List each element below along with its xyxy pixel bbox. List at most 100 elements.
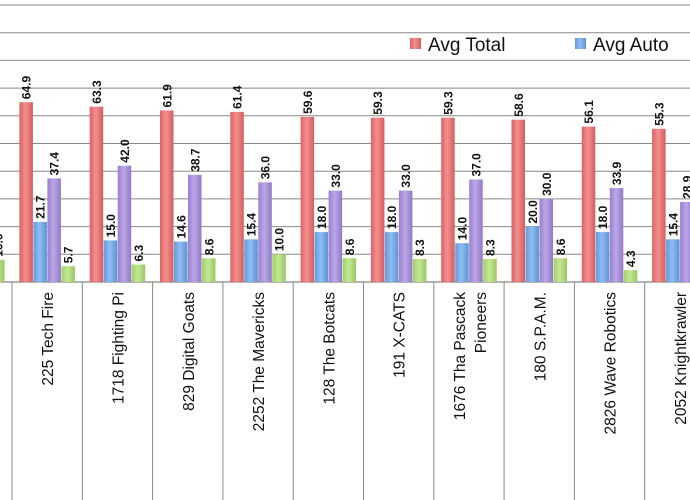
bar-avg-auto-128-the-botcats (314, 232, 329, 282)
bar-series-4-191-x-cats (412, 259, 427, 282)
data-label: 55.3 (652, 102, 666, 126)
category-label: 2052 Knightkrawler (673, 292, 690, 425)
data-label: 15.0 (104, 214, 118, 238)
category-label: 1718 Fighting Pi (110, 292, 127, 404)
category-label: 225 Tech Fire (40, 292, 57, 386)
data-label: 10.0 (0, 233, 5, 257)
bar-avg-auto-2252-the-mavericks (244, 239, 258, 282)
data-label: 30.0 (540, 172, 554, 196)
data-label: 8.3 (483, 239, 497, 256)
bar-avg-total-180-s-p-a-m (511, 119, 525, 282)
data-label: 14.6 (174, 215, 188, 239)
bar-series-3-128-the-botcats (328, 190, 343, 282)
category-label: 1676 Tha Pascack (452, 292, 469, 420)
legend: Avg Total Avg Auto (410, 35, 669, 56)
bar-series-4-1718-fighting-pi (131, 264, 146, 282)
data-label: 8.6 (554, 238, 568, 255)
bar-avg-auto-1676-tha-pascack-pioneers (455, 243, 469, 282)
category-label: 2252 The Mavericks (251, 292, 268, 432)
data-label: 18.0 (315, 205, 329, 229)
bar-series-3-2252-the-mavericks (258, 182, 272, 282)
data-label: 59.6 (301, 90, 315, 114)
data-label: 37.0 (469, 153, 483, 177)
data-label: 8.6 (343, 238, 357, 255)
data-label: 33.0 (399, 164, 413, 188)
data-label: 63.3 (90, 80, 104, 104)
legend-swatch-avg-auto (575, 38, 586, 49)
data-label: 33.0 (329, 164, 343, 188)
legend-label-avg-auto: Avg Auto (593, 35, 669, 56)
legend-label-avg-total: Avg Total (428, 35, 505, 56)
data-label: 37.4 (48, 152, 62, 176)
data-label: 61.4 (231, 85, 245, 109)
category-label: 191 X-CATS (392, 292, 409, 378)
data-label: 58.6 (512, 93, 526, 117)
data-label: 14.0 (455, 217, 469, 241)
data-label: 10.0 (273, 228, 287, 252)
data-label: 8.6 (202, 238, 216, 255)
data-label: 4.3 (624, 250, 638, 267)
data-label: 20.0 (526, 200, 540, 224)
data-label: 36.0 (259, 156, 273, 180)
bar-series-4-180-s-p-a-m (553, 258, 567, 282)
data-label: 56.1 (582, 100, 596, 124)
bar-series-3-829-digital-goats (188, 174, 202, 282)
bar-avg-auto-191-x-cats (384, 232, 399, 282)
category-label: 2826 Wave Robotics (603, 292, 620, 435)
category-label: 128 The Botcats (321, 292, 338, 405)
bars (0, 102, 690, 283)
bar-avg-total-2252-the-mavericks (230, 111, 244, 283)
bar-avg-auto-829-digital-goats (174, 241, 188, 282)
data-label: 8.3 (413, 239, 427, 256)
category-label: Pioneers (473, 292, 490, 353)
data-label: 64.9 (20, 76, 34, 100)
data-label: 18.0 (596, 205, 610, 229)
legend-swatch-avg-total (410, 38, 421, 49)
data-label: 61.9 (160, 84, 174, 108)
data-label: 18.0 (385, 205, 399, 229)
bar-series-3-191-x-cats (398, 190, 413, 282)
bar-series-4-first (0, 259, 5, 282)
data-label: 33.9 (610, 161, 624, 185)
data-label: 38.7 (188, 148, 202, 172)
bar-series-4-1676-tha-pascack-pioneers (483, 259, 497, 282)
data-label: 15.4 (666, 213, 680, 237)
bar-avg-total-2826-wave-robotics (581, 126, 596, 282)
bar-avg-total-1718-fighting-pi (89, 106, 104, 282)
bar-series-4-2252-the-mavericks (272, 254, 286, 282)
bar-avg-total-191-x-cats (370, 117, 385, 282)
bar-avg-auto-180-s-p-a-m (525, 226, 539, 282)
bar-series-3-1676-tha-pascack-pioneers (469, 179, 483, 282)
bar-series-4-829-digital-goats (202, 258, 216, 282)
data-label: 59.3 (371, 91, 385, 115)
bar-series-3-2826-wave-robotics (609, 188, 624, 282)
bar-avg-total-128-the-botcats (300, 116, 315, 283)
category-label: 829 Digital Goats (181, 292, 198, 411)
bar-avg-auto-2826-wave-robotics (595, 232, 610, 282)
bar-avg-auto-2052-knightkrawler (666, 239, 680, 282)
bar-series-3-180-s-p-a-m (539, 198, 553, 282)
data-label: 21.7 (34, 195, 48, 219)
bar-avg-total-225-tech-fire (19, 102, 33, 282)
bar-avg-total-829-digital-goats (160, 110, 174, 282)
data-label: 42.0 (118, 139, 132, 163)
bar-avg-total-2052-knightkrawler (652, 128, 666, 282)
data-label: 59.3 (441, 91, 455, 115)
bar-avg-total-1676-tha-pascack-pioneers (441, 117, 455, 282)
bar-series-3-225-tech-fire (47, 178, 61, 282)
bar-series-4-225-tech-fire (61, 266, 75, 282)
bar-series-4-2826-wave-robotics (623, 270, 638, 282)
data-label: 6.3 (132, 244, 146, 261)
data-label: 15.4 (245, 213, 259, 237)
bar-series-3-2052-knightkrawler (680, 201, 690, 282)
x-axis: 225 Tech Fire 1718 Fighting Pi 829 Digital… (11, 282, 690, 500)
data-label: 28.9 (680, 175, 690, 199)
bar-avg-auto-225-tech-fire (33, 221, 47, 282)
bar-avg-auto-1718-fighting-pi (103, 240, 118, 282)
bar-series-3-1718-fighting-pi (117, 165, 132, 282)
data-labels: 10.0 64.9 21.7 37.4 5.7 63.3 15.0 42.0 6.3 61.9 14… (0, 76, 690, 268)
bar-series-4-128-the-botcats (342, 258, 357, 282)
data-label: 5.7 (62, 246, 76, 263)
